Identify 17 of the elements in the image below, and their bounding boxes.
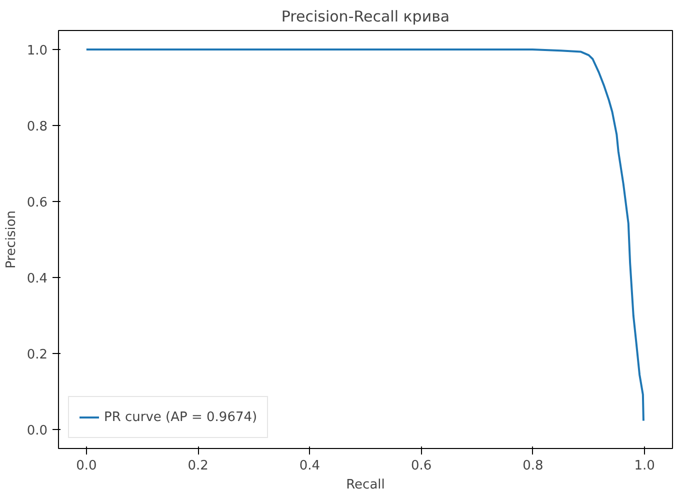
y-tick-label: 1.0 <box>26 44 48 58</box>
chart-title: Precision-Recall крива <box>281 8 450 26</box>
legend-label: PR curve (AP = 0.9674) <box>104 410 258 424</box>
x-tick-label: 0.6 <box>410 458 432 474</box>
x-tick-label: 1.0 <box>634 458 655 474</box>
x-tick-label: 0.4 <box>299 458 320 474</box>
line-series <box>85 48 644 422</box>
x-tick-label: 0.2 <box>188 458 208 474</box>
y-axis-title: Precision <box>4 210 19 268</box>
x-tick-label: 0.8 <box>522 458 544 474</box>
x-tick-label: 0.0 <box>76 458 97 474</box>
y-tick-label: 0.6 <box>26 196 48 210</box>
x-axis-title: Recall <box>346 478 385 492</box>
y-tick-label: 0.8 <box>26 120 48 134</box>
y-tick-label: 0.2 <box>26 348 48 362</box>
y-tick-label: 0.4 <box>26 272 48 286</box>
y-tick-label: 0.0 <box>26 424 48 438</box>
